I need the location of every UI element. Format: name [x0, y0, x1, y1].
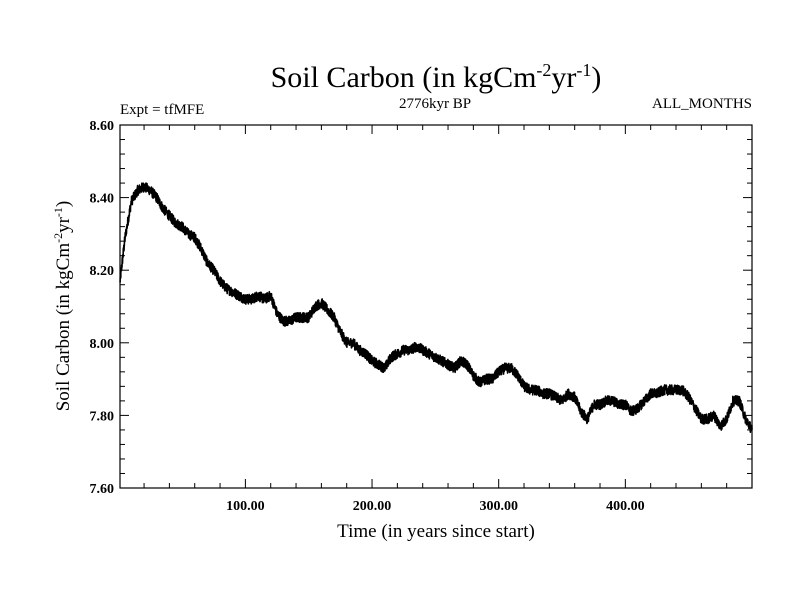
period-label: 2776kyr BP — [399, 96, 471, 112]
y-tick-label: 8.20 — [90, 264, 115, 279]
x-tick-label: 200.00 — [353, 499, 392, 514]
ylabel-end: ) — [53, 201, 74, 207]
x-tick-label: 400.00 — [606, 499, 645, 514]
ylabel-main: Soil Carbon (in kgCm — [53, 243, 74, 412]
y-tick-label: 8.00 — [90, 337, 115, 352]
tick-labels-layer: 100.00 200.00 300.00 400.00 7.60 7.80 8.00 8.20… — [90, 119, 645, 514]
title-sup-1: -2 — [536, 60, 551, 80]
months-label: ALL_MONTHS — [652, 96, 752, 112]
expt-label: Expt = tfMFE — [120, 102, 204, 118]
y-tick-label: 8.60 — [90, 119, 115, 134]
x-tick-label: 300.00 — [479, 499, 518, 514]
x-axis-label: Time (in years since start) — [337, 521, 535, 542]
title-end: ) — [591, 61, 601, 94]
title-sup-2: -1 — [576, 60, 591, 80]
soil-carbon-series-line — [119, 182, 753, 434]
chart-title: Soil Carbon (in kgCm-2yr-1) — [271, 60, 602, 94]
series-layer — [119, 182, 753, 434]
x-tick-label: 100.00 — [226, 499, 265, 514]
y-tick-label: 7.80 — [90, 409, 115, 424]
y-tick-label: 8.40 — [90, 192, 115, 207]
ticks-layer — [120, 125, 752, 488]
title-mid: yr — [551, 61, 576, 94]
ylabel-sup-2: -1 — [51, 207, 65, 217]
y-axis-label: Soil Carbon (in kgCm-2yr-1) — [51, 201, 74, 412]
plot-frame — [119, 124, 753, 489]
ylabel-sup-1: -2 — [51, 233, 65, 243]
title-main: Soil Carbon (in kgCm — [271, 61, 537, 94]
y-tick-label: 7.60 — [90, 482, 115, 497]
ylabel-mid: yr — [53, 216, 74, 233]
